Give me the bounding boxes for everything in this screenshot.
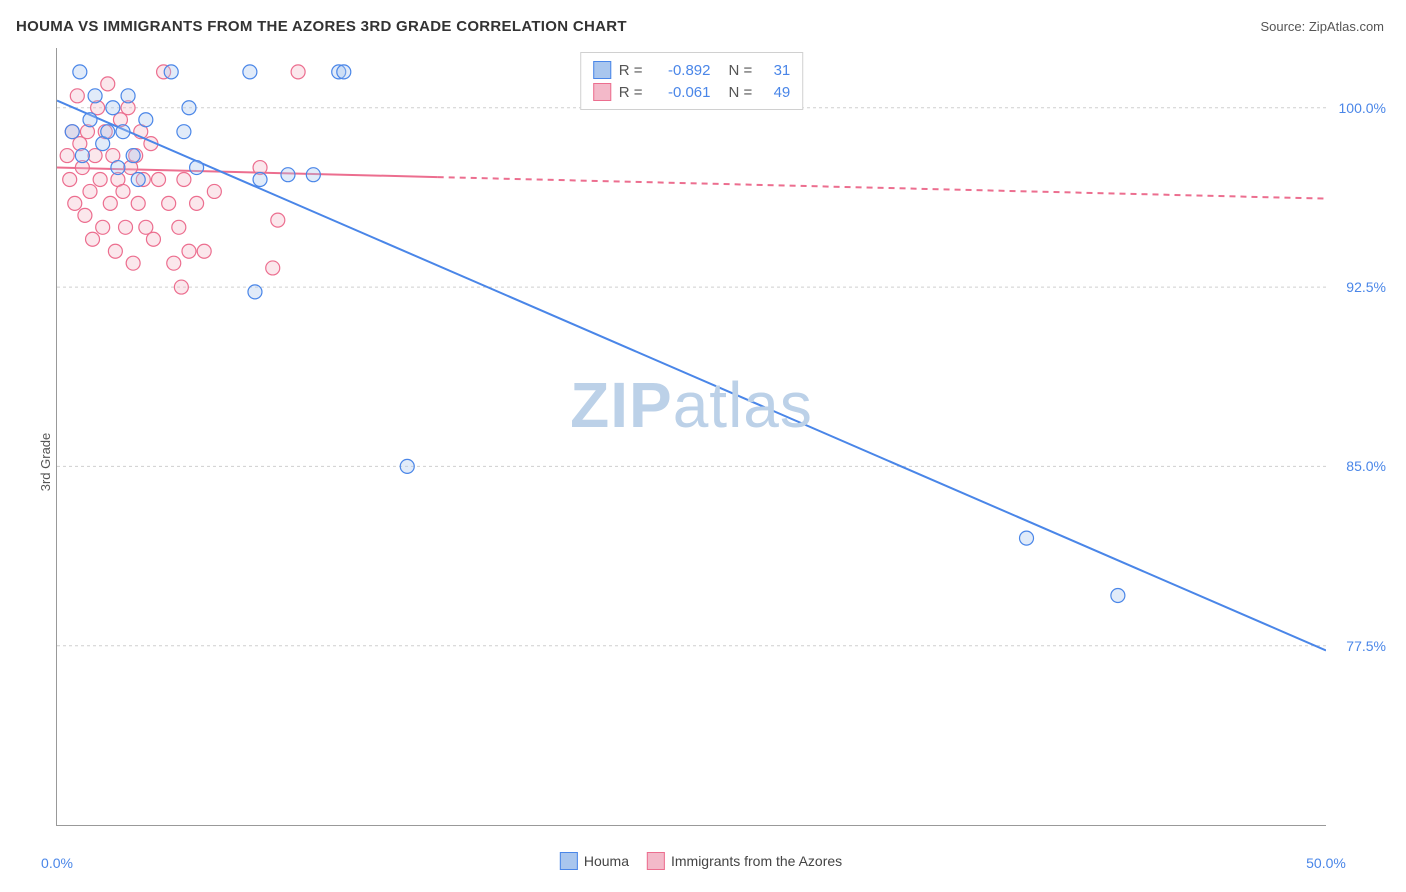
xtick-label: 0.0% <box>41 855 73 871</box>
n-label: N = <box>729 84 753 101</box>
legend-item-a: Houma <box>560 852 629 870</box>
chart-container: 3rd Grade ZIPatlas R = -0.892 N = 31 R =… <box>16 48 1386 876</box>
legend-label-a: Houma <box>584 853 629 869</box>
r-value-a: -0.892 <box>651 62 711 79</box>
ytick-label: 100.0% <box>1339 100 1386 116</box>
series-legend: Houma Immigrants from the Azores <box>560 852 842 870</box>
n-value-a: 31 <box>760 62 790 79</box>
plot-area: ZIPatlas R = -0.892 N = 31 R = -0.061 N … <box>56 48 1326 826</box>
source-label: Source: ZipAtlas.com <box>1260 19 1384 34</box>
stats-legend: R = -0.892 N = 31 R = -0.061 N = 49 <box>580 52 804 110</box>
ytick-label: 92.5% <box>1346 279 1386 295</box>
ytick-label: 85.0% <box>1346 458 1386 474</box>
stats-row-b: R = -0.061 N = 49 <box>593 81 791 103</box>
swatch-houma-icon <box>560 852 578 870</box>
r-label: R = <box>619 84 643 101</box>
n-value-b: 49 <box>760 84 790 101</box>
r-label: R = <box>619 62 643 79</box>
swatch-azores-icon <box>647 852 665 870</box>
swatch-houma <box>593 61 611 79</box>
r-value-b: -0.061 <box>651 84 711 101</box>
n-label: N = <box>729 62 753 79</box>
stats-row-a: R = -0.892 N = 31 <box>593 59 791 81</box>
ytick-label: 77.5% <box>1346 638 1386 654</box>
plot-svg <box>57 48 1326 825</box>
swatch-azores <box>593 83 611 101</box>
legend-item-b: Immigrants from the Azores <box>647 852 842 870</box>
chart-title: HOUMA VS IMMIGRANTS FROM THE AZORES 3RD … <box>16 18 627 35</box>
xtick-label: 50.0% <box>1306 855 1346 871</box>
legend-label-b: Immigrants from the Azores <box>671 853 842 869</box>
y-axis-label: 3rd Grade <box>38 433 53 492</box>
